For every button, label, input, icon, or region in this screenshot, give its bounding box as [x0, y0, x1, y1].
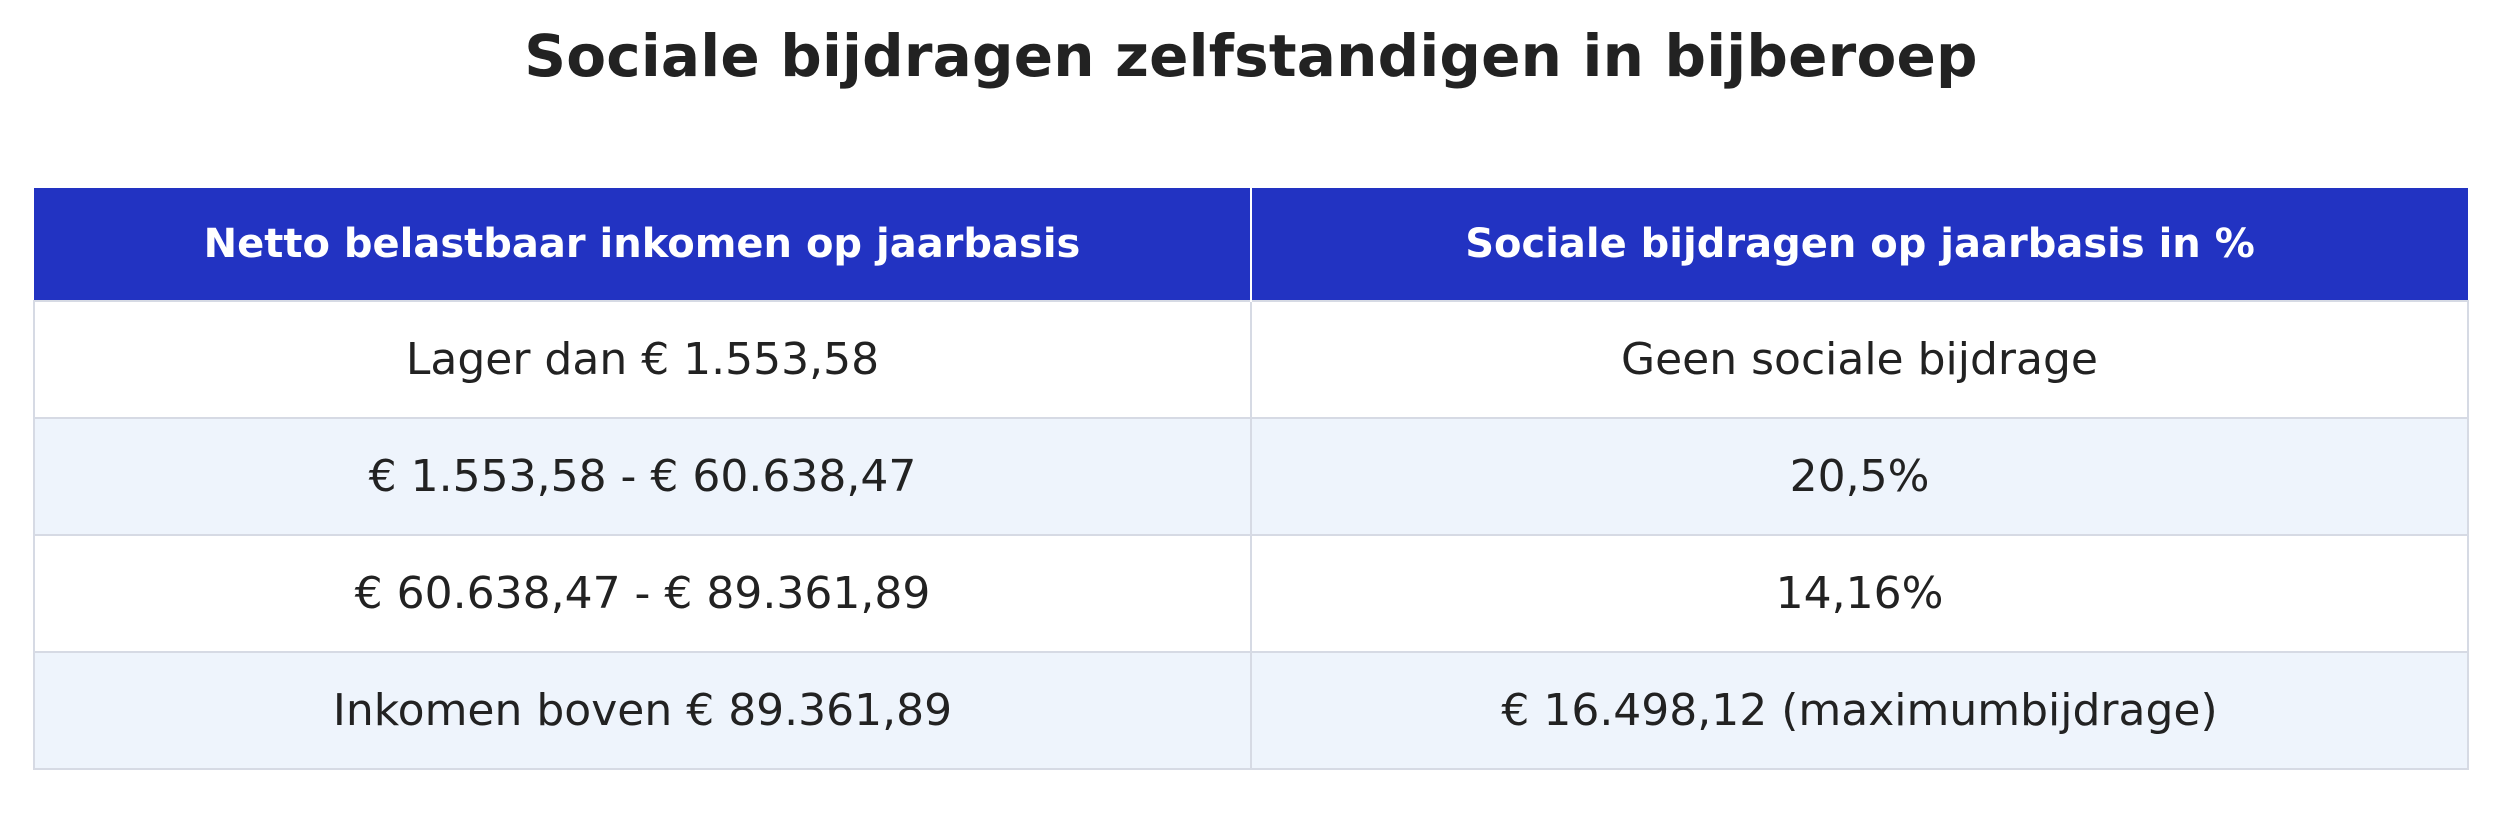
contribution-table-container: Netto belastbaar inkomen op jaarbasis So…	[33, 188, 2469, 770]
contribution-cell: Geen sociale bijdrage	[1250, 300, 2469, 419]
table-row: € 1.553,58 - € 60.638,47 20,5%	[33, 417, 2469, 536]
contribution-cell: 14,16%	[1250, 534, 2469, 653]
header-contribution: Sociale bijdragen op jaarbasis in %	[1251, 188, 2468, 301]
table-body: Lager dan € 1.553,58 Geen sociale bijdra…	[33, 300, 2469, 770]
table-header: Netto belastbaar inkomen op jaarbasis So…	[34, 188, 2468, 301]
contribution-cell: 20,5%	[1250, 417, 2469, 536]
income-cell: Inkomen boven € 89.361,89	[33, 651, 1252, 770]
contribution-cell: € 16.498,12 (maximumbijdrage)	[1250, 651, 2469, 770]
income-cell: € 60.638,47 - € 89.361,89	[33, 534, 1252, 653]
table-row: Lager dan € 1.553,58 Geen sociale bijdra…	[33, 300, 2469, 419]
income-cell: Lager dan € 1.553,58	[33, 300, 1252, 419]
table-row: Inkomen boven € 89.361,89 € 16.498,12 (m…	[33, 651, 2469, 770]
header-income: Netto belastbaar inkomen op jaarbasis	[34, 188, 1252, 301]
header-row: Netto belastbaar inkomen op jaarbasis So…	[34, 188, 2468, 301]
table-row: € 60.638,47 - € 89.361,89 14,16%	[33, 534, 2469, 653]
contribution-table: Netto belastbaar inkomen op jaarbasis So…	[33, 188, 2469, 770]
income-cell: € 1.553,58 - € 60.638,47	[33, 417, 1252, 536]
page-title: Sociale bijdragen zelfstandigen in bijbe…	[524, 22, 1978, 90]
